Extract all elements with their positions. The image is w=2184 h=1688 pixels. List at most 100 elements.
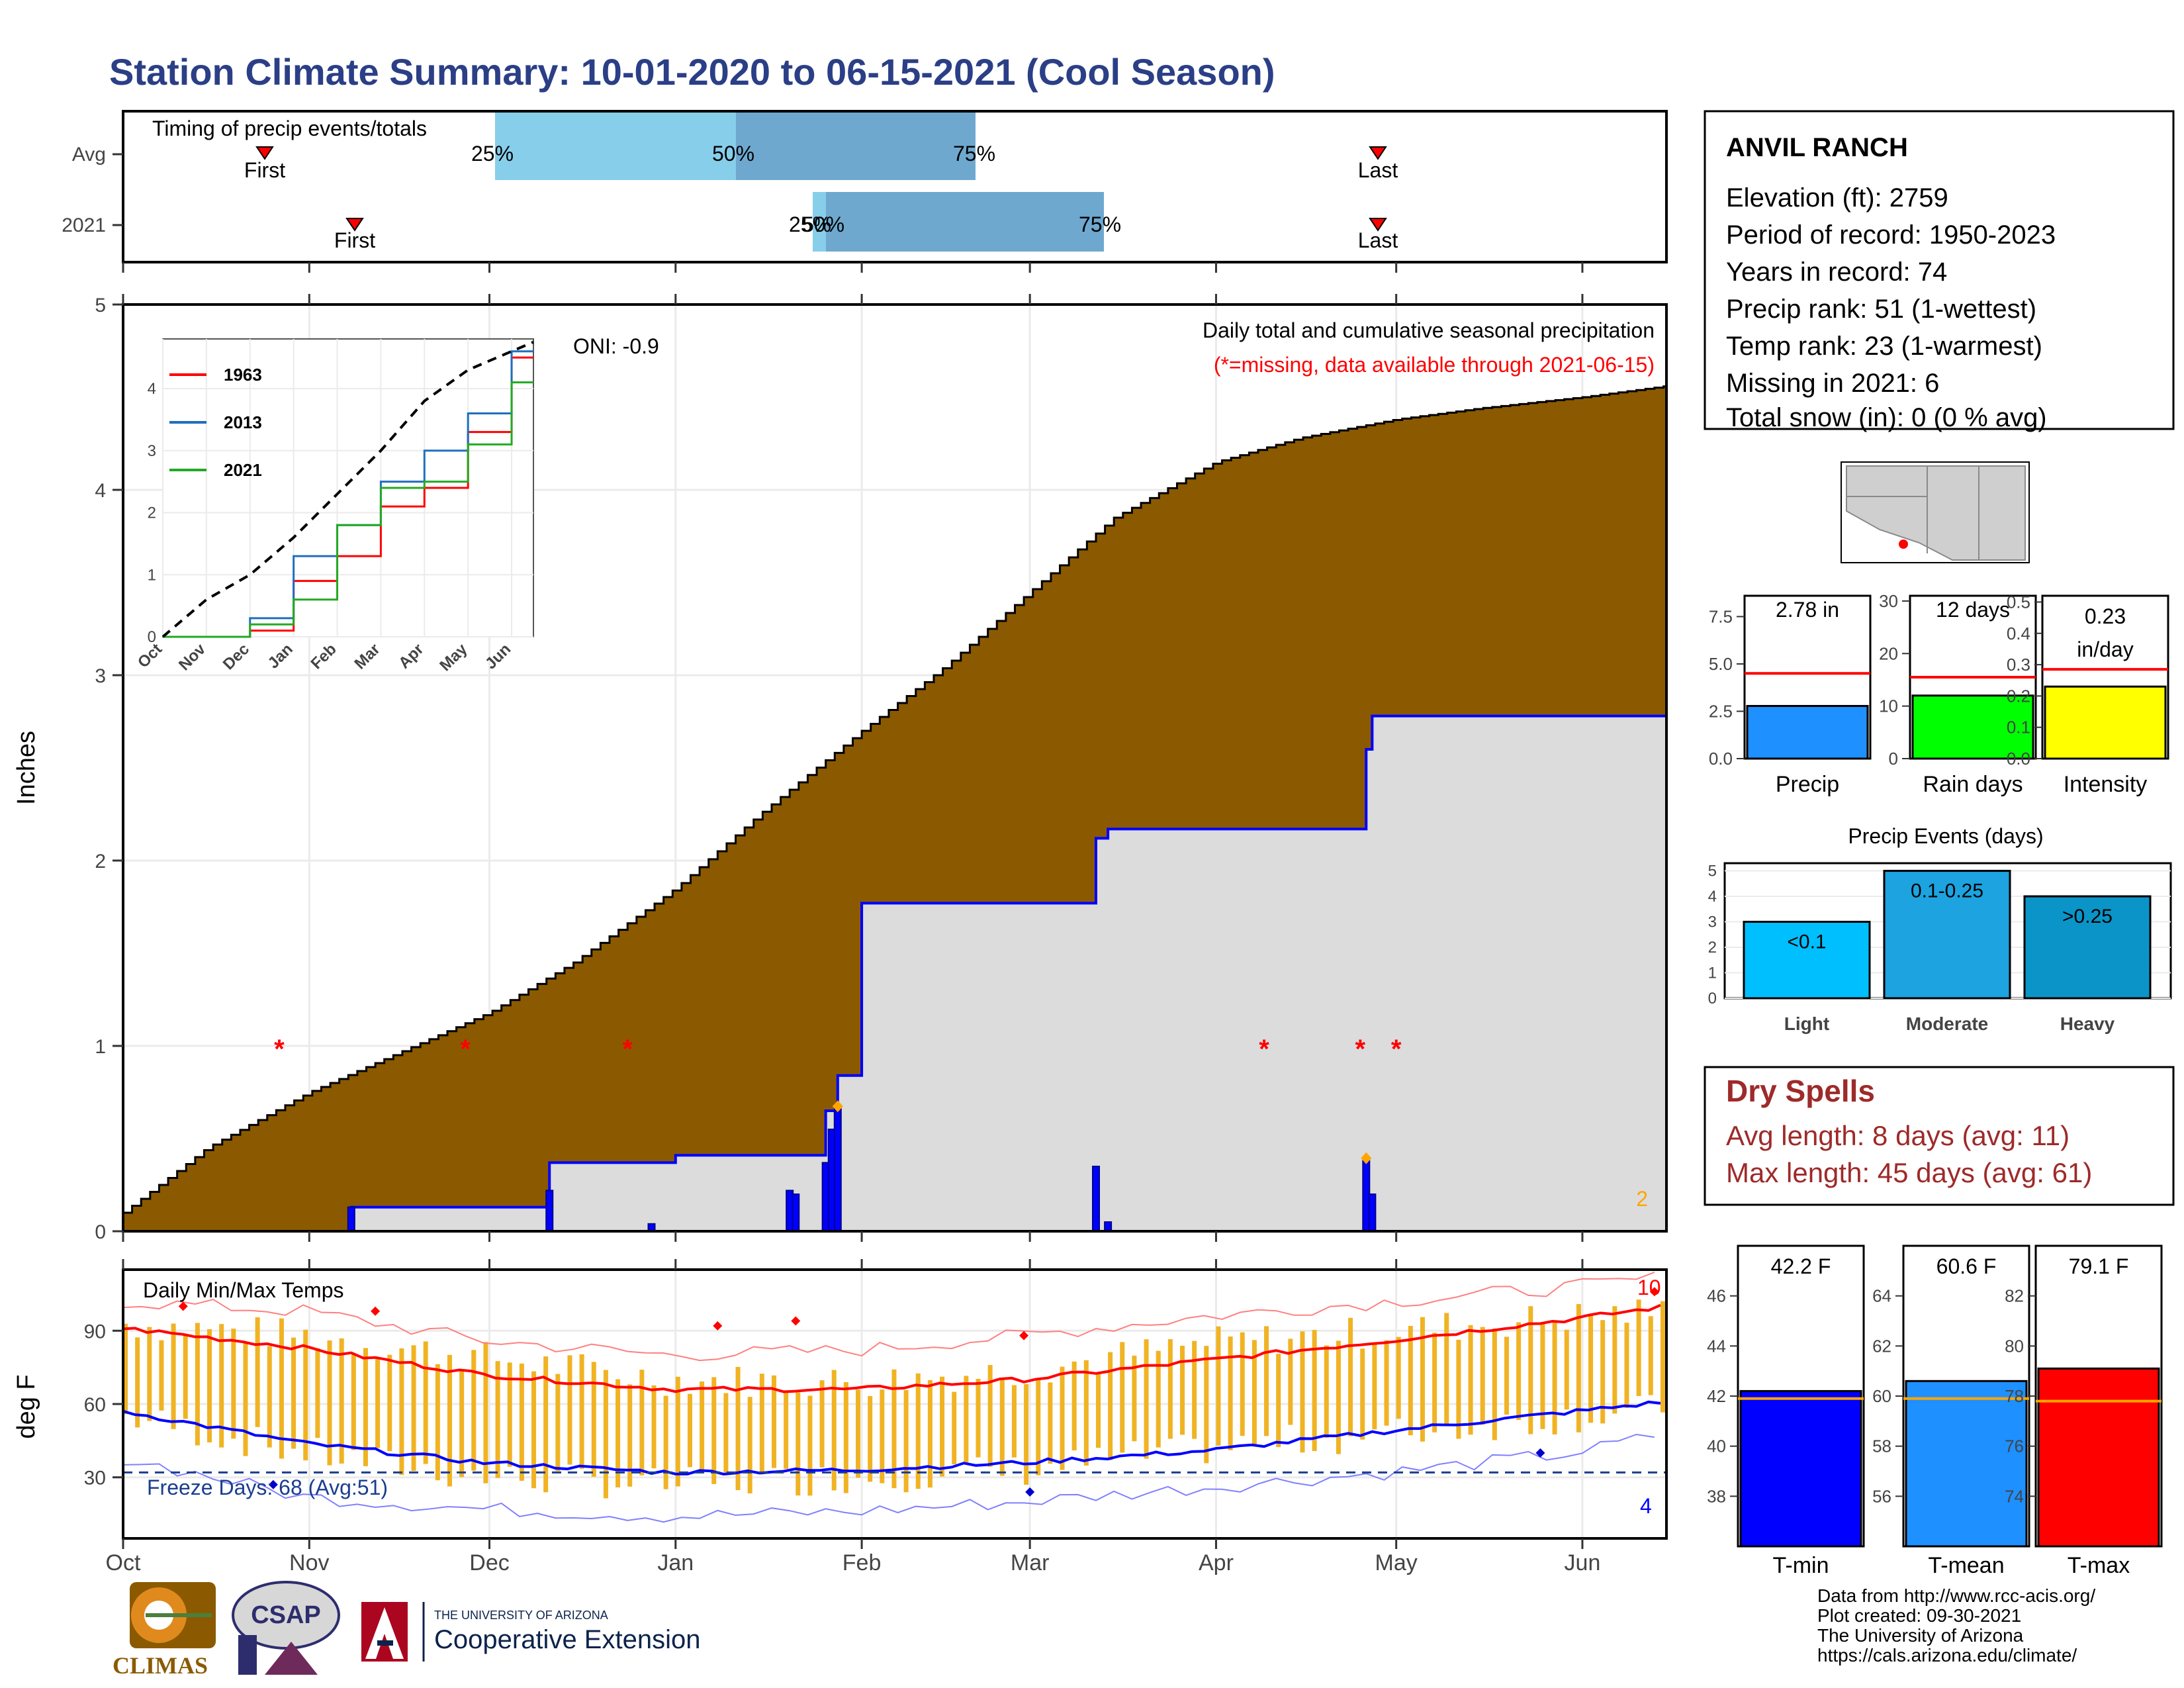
tmax-value-text: 79.1 F — [2069, 1254, 2129, 1278]
precip-tick-label: 7.5 — [1709, 606, 1733, 626]
daily-precip-bar — [1091, 1166, 1100, 1232]
precip-max-marker — [832, 1100, 843, 1113]
station-line-4: Temp rank: 23 (1-warmest) — [1726, 332, 2042, 361]
daily-temp-range-bar — [1264, 1326, 1269, 1436]
precip-tick-label: 5.0 — [1709, 654, 1733, 674]
intensity-value-text-2: in/day — [2077, 637, 2133, 661]
daily-temp-range-bar — [387, 1354, 392, 1452]
daily-temp-range-bar — [447, 1354, 452, 1487]
tmean-label: T-mean — [1928, 1553, 2004, 1578]
daily-temp-range-bar — [303, 1329, 308, 1461]
x-tick-label: Feb — [842, 1550, 882, 1575]
record-high-marker — [178, 1301, 188, 1311]
precip-value-text: 2.78 in — [1776, 598, 1839, 622]
tmean-value-bar — [1905, 1380, 2028, 1548]
daily-temp-range-bar — [663, 1395, 668, 1489]
daily-temp-range-bar — [459, 1370, 465, 1477]
daily-temp-range-bar — [723, 1393, 729, 1473]
tmax-value-bar — [2037, 1367, 2160, 1548]
daily-temp-range-bar — [435, 1364, 440, 1481]
precip-y-tick-label: 3 — [95, 665, 106, 687]
tmean-tick-label: 62 — [1872, 1336, 1891, 1356]
tmean-tick-label: 58 — [1872, 1436, 1891, 1456]
temp-plot — [122, 1271, 1666, 1523]
events-tick-label: 4 — [1708, 888, 1717, 906]
dry-spells-title: Dry Spells — [1726, 1074, 1875, 1108]
daily-temp-range-bar — [1432, 1333, 1437, 1432]
daily-temp-range-bar — [976, 1378, 981, 1458]
daily-temp-range-bar — [1204, 1346, 1209, 1464]
daily-temp-range-bar — [1600, 1320, 1606, 1424]
daily-temp-range-bar — [1636, 1299, 1641, 1396]
missing-data-marker: * — [1355, 1035, 1365, 1064]
daily-precip-bar — [347, 1206, 355, 1232]
temp-y-axis: 30 60 90 — [84, 1321, 123, 1489]
climas-logo: CLIMAS — [113, 1582, 216, 1679]
dry-spells-max: Max length: 45 days (avg: 61) — [1726, 1157, 2092, 1188]
daily-temp-range-bar — [495, 1361, 500, 1478]
daily-temp-range-bar — [291, 1337, 296, 1449]
intensity-tick-label: 0.2 — [2007, 686, 2030, 706]
missing-data-marker: * — [274, 1035, 285, 1064]
precip-tick-label: 0.0 — [1709, 749, 1733, 769]
x-tick-label: Oct — [106, 1550, 141, 1575]
daily-temp-range-bar — [1288, 1338, 1293, 1425]
tmean-tick-label: 60 — [1872, 1386, 1891, 1406]
station-line-5: Missing in 2021: 6 — [1726, 369, 1939, 398]
daily-temp-range-bar — [255, 1317, 260, 1427]
timing-label: Timing of precip events/totals — [152, 117, 427, 140]
inset-legend-label: 2013 — [224, 412, 262, 432]
inset-y-tick-label: 1 — [148, 566, 156, 584]
daily-temp-range-bar — [1276, 1354, 1281, 1448]
events-tick-label: 5 — [1708, 863, 1717, 880]
footer-line-0: Data from http://www.rcc-acis.org/ — [1817, 1585, 2095, 1606]
daily-temp-range-bar — [891, 1369, 897, 1489]
daily-temp-range-bar — [339, 1338, 344, 1464]
precip-y-tick-label: 1 — [95, 1036, 106, 1058]
tmax-tick-label: 78 — [2005, 1386, 2024, 1406]
daily-temp-range-bar — [1011, 1385, 1017, 1458]
timing-row-avg: Avg — [72, 144, 106, 165]
intensity-label: Intensity — [2064, 772, 2148, 797]
daily-temp-range-bar — [784, 1390, 789, 1469]
daily-temp-range-bar — [796, 1392, 801, 1496]
tmin-label: T-min — [1773, 1553, 1829, 1578]
station-info-box: ANVIL RANCH Elevation (ft): 2759 Period … — [1704, 110, 2175, 432]
events-tick-label: 3 — [1708, 914, 1717, 931]
record-high-marker — [713, 1321, 723, 1331]
raindays-value-text: 12 days — [1936, 598, 2010, 622]
timing-2021-p25: 25% — [789, 212, 831, 236]
daily-temp-range-bar — [1516, 1322, 1522, 1421]
daily-temp-range-bar — [1480, 1327, 1485, 1425]
tmax-tick-label: 76 — [2005, 1436, 2024, 1456]
daily-temp-range-bar — [999, 1379, 1005, 1476]
daily-temp-range-bar — [1036, 1378, 1041, 1476]
timing-avg-first: First — [244, 158, 285, 182]
daily-temp-range-bar — [627, 1384, 633, 1487]
daily-temp-range-bar — [952, 1391, 957, 1465]
daily-temp-range-bar — [123, 1323, 128, 1415]
intensity-tick-label: 0.1 — [2007, 718, 2030, 737]
precip-main-panel: * * * * * * 0 1 2 3 4 5 Inches Daily total and cum… — [13, 295, 1668, 1243]
daily-temp-range-bar — [735, 1366, 741, 1491]
ua-logo: THE UNIVERSITY OF ARIZONA Cooperative Ex… — [361, 1602, 700, 1662]
daily-temp-range-bar — [651, 1385, 657, 1469]
x-tick-label: Jan — [657, 1550, 694, 1575]
timing-avg-last: Last — [1358, 158, 1398, 182]
timing-2021-p50: 50% — [802, 212, 844, 236]
timing-2021-first-marker — [345, 218, 364, 232]
tmean-tick-label: 64 — [1872, 1286, 1891, 1306]
cumulative-2021-area — [123, 714, 1668, 1233]
daily-temp-range-bar — [675, 1376, 680, 1487]
daily-temp-range-bar — [1144, 1339, 1149, 1459]
daily-temp-range-bar — [831, 1370, 837, 1491]
inset-legend-label: 1963 — [224, 365, 262, 385]
station-line-0: Elevation (ft): 2759 — [1726, 183, 1948, 212]
tmean-value-text: 60.6 F — [1936, 1254, 1997, 1278]
daily-temp-range-bar — [507, 1362, 512, 1467]
daily-temp-range-bar — [1384, 1340, 1389, 1426]
daily-temp-range-bar — [1251, 1340, 1257, 1447]
footer-line-1: Plot created: 09-30-2021 — [1817, 1605, 2021, 1626]
